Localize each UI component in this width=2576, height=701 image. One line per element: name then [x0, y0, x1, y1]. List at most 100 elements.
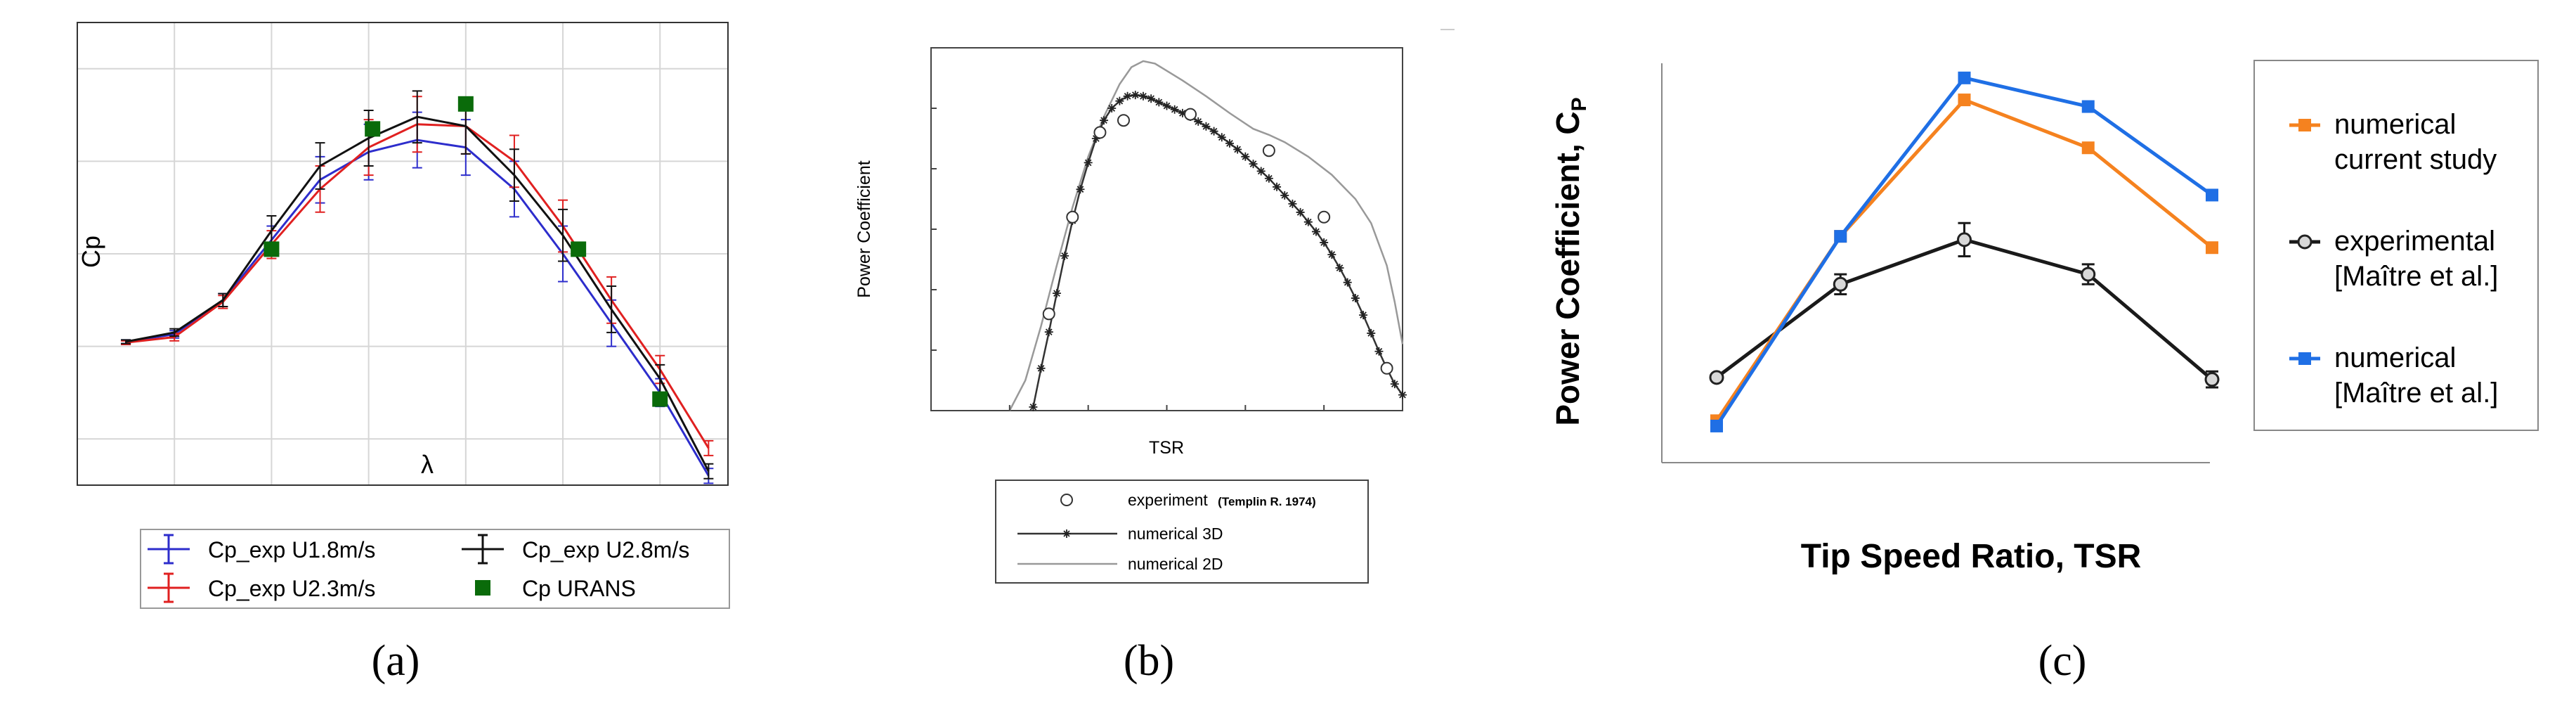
b-numerical-3d-star-4 — [1060, 251, 1069, 260]
series-a2-errorbar-0 — [121, 339, 131, 345]
b-numerical-3d-star-17 — [1162, 101, 1171, 110]
b-numerical-3d-star-13 — [1131, 91, 1140, 100]
b-numerical-3d-star-42 — [1359, 311, 1368, 320]
a-legend-marker-2 — [462, 534, 504, 565]
panel-b-y-axis-label: Power Coefficient — [854, 160, 874, 298]
b-numerical-3d-star-33 — [1288, 199, 1297, 208]
b-numerical-2d-line — [1008, 60, 1404, 411]
a-urans-marker-1 — [365, 121, 381, 137]
b-numerical-3d-star-38 — [1327, 250, 1336, 259]
panel-a-legend-box — [140, 529, 730, 609]
b-numerical-3d-star-44 — [1374, 347, 1384, 356]
b-numerical-3d-star-2 — [1044, 328, 1053, 337]
b-experiment-point-5 — [1262, 144, 1275, 157]
b-numerical-3d-star-26 — [1233, 145, 1242, 154]
panel-c-legend: numerical current study experimental [Maît… — [2253, 60, 2539, 431]
c-series-2-point-3 — [2081, 100, 2095, 113]
c-series-2-point-0 — [1710, 419, 1723, 432]
b-numerical-3d-star-14 — [1138, 91, 1147, 101]
b-numerical-3d-star-19 — [1178, 108, 1187, 117]
a-series-1-line — [125, 123, 710, 449]
a-legend-marker-3 — [475, 580, 490, 596]
series-a2-errorbar-8 — [509, 148, 519, 202]
b-numerical-3d-star-3 — [1052, 289, 1061, 298]
series-a2-errorbar-10 — [606, 285, 617, 333]
panel-a-legend: Cp_exp U1.8m/s Cp_exp U2.3m/s Cp_exp U2.… — [140, 529, 730, 609]
panel-c-y-axis-label: Power Coefficient, CP — [1549, 97, 1591, 425]
c-series-0-point-3 — [2081, 141, 2095, 155]
b-numerical-3d-star-35 — [1303, 217, 1313, 226]
panel-a-grid — [77, 22, 728, 485]
legend-label-cp-urans: Cp URANS — [522, 576, 636, 601]
panel-c-plot-area — [1709, 71, 2220, 432]
c-series-2-point-1 — [1834, 230, 1847, 243]
b-numerical-3d-star-27 — [1241, 152, 1250, 161]
c-legend-marker-0 — [2298, 119, 2311, 131]
c-series-1-point-1 — [1833, 276, 1848, 292]
b-legend-marker-3d — [1062, 529, 1071, 538]
b-numerical-3d-star-24 — [1217, 133, 1226, 142]
panel-a-plot-frame — [77, 22, 729, 486]
panel-c: Tip Speed Ratio, TSR Power Coefficient, … — [1549, 60, 2539, 685]
b-numerical-3d-star-23 — [1209, 127, 1218, 136]
b-numerical-3d-star-16 — [1154, 98, 1164, 107]
panel-a-x-axis-label: λ — [421, 450, 434, 479]
b-numerical-3d-star-46 — [1390, 380, 1399, 389]
b-numerical-3d-star-29 — [1256, 167, 1266, 176]
b-numerical-3d-star-32 — [1280, 191, 1289, 200]
series-a2-errorbar-2 — [218, 292, 228, 308]
b-numerical-3d-star-10 — [1107, 104, 1117, 112]
panel-a-y-axis-label: Cp — [77, 236, 105, 268]
series-a2-errorbar-9 — [558, 208, 568, 262]
b-numerical-3d-star-30 — [1264, 174, 1273, 183]
b-numerical-3d-star-9 — [1100, 116, 1109, 125]
b-numerical-3d-star-18 — [1170, 105, 1179, 114]
c-series-2-point-2 — [1958, 71, 1971, 84]
legend-label-cp-exp-u28: Cp_exp U2.8m/s — [522, 537, 689, 562]
legend-label-cp-exp-u23: Cp_exp U2.3m/s — [208, 576, 375, 601]
b-numerical-3d-star-11 — [1115, 96, 1124, 105]
b-experiment-point-2 — [1093, 126, 1107, 139]
c-series-1-point-3 — [2081, 266, 2096, 282]
panel-b-plot-area — [1008, 60, 1407, 411]
panel-a: λ Cp Cp_exp U1.8m/s Cp_exp U2.3m/s Cp_ex… — [77, 22, 730, 685]
panel-b-legend: experiment (Templin R. 1974) numerical 3… — [995, 480, 1369, 584]
c-series-1-point-2 — [1957, 232, 1972, 247]
panel-b-caption: (b) — [1124, 637, 1174, 685]
series-a2-errorbar-6 — [412, 90, 422, 144]
legend-label-numerical-2d: numerical 2D — [1128, 555, 1223, 573]
b-numerical-3d-star-36 — [1311, 227, 1320, 236]
b-numerical-3d-star-25 — [1225, 139, 1234, 148]
b-numerical-3d-star-1 — [1036, 364, 1046, 373]
legend-label-cp-exp-u18: Cp_exp U1.8m/s — [208, 537, 375, 562]
b-numerical-3d-star-40 — [1343, 278, 1352, 287]
a-legend-marker-1 — [148, 572, 190, 603]
series-a2-errorbar-1 — [169, 328, 180, 337]
c-legend-marker-1 — [2297, 234, 2312, 250]
a-urans-marker-4 — [652, 391, 668, 407]
panel-b-x-tick-labels — [930, 405, 1403, 411]
b-numerical-3d-star-39 — [1335, 264, 1344, 273]
legend-label-numerical-3d: numerical 3D — [1128, 525, 1223, 543]
panel-a-plot-area — [121, 90, 714, 484]
c-series-0-point-2 — [1958, 94, 1971, 107]
panel-b-x-axis-label: TSR — [1149, 438, 1184, 458]
c-series-1-point-0 — [1709, 370, 1724, 385]
a-urans-marker-3 — [571, 241, 587, 257]
c-series-2-point-4 — [2206, 188, 2218, 202]
b-numerical-3d-star-34 — [1296, 207, 1305, 217]
c-series-0-point-4 — [2206, 241, 2218, 255]
c-series-0-line — [1715, 98, 2213, 422]
b-experiment-point-0 — [1042, 307, 1055, 321]
a-urans-marker-2 — [457, 96, 474, 112]
legend-label-numerical-current-study: numerical current study — [2334, 109, 2497, 175]
b-experiment-point-3 — [1117, 114, 1130, 127]
a-urans-marker-0 — [264, 241, 280, 257]
legend-label-experiment: experiment (Templin R. 1974) — [1128, 491, 1316, 509]
b-numerical-3d-star-37 — [1320, 238, 1329, 247]
series-a2-errorbar-5 — [363, 110, 374, 167]
b-numerical-3d-star-6 — [1076, 185, 1085, 194]
b-numerical-3d-star-8 — [1091, 134, 1100, 143]
b-numerical-3d-star-43 — [1367, 328, 1376, 337]
